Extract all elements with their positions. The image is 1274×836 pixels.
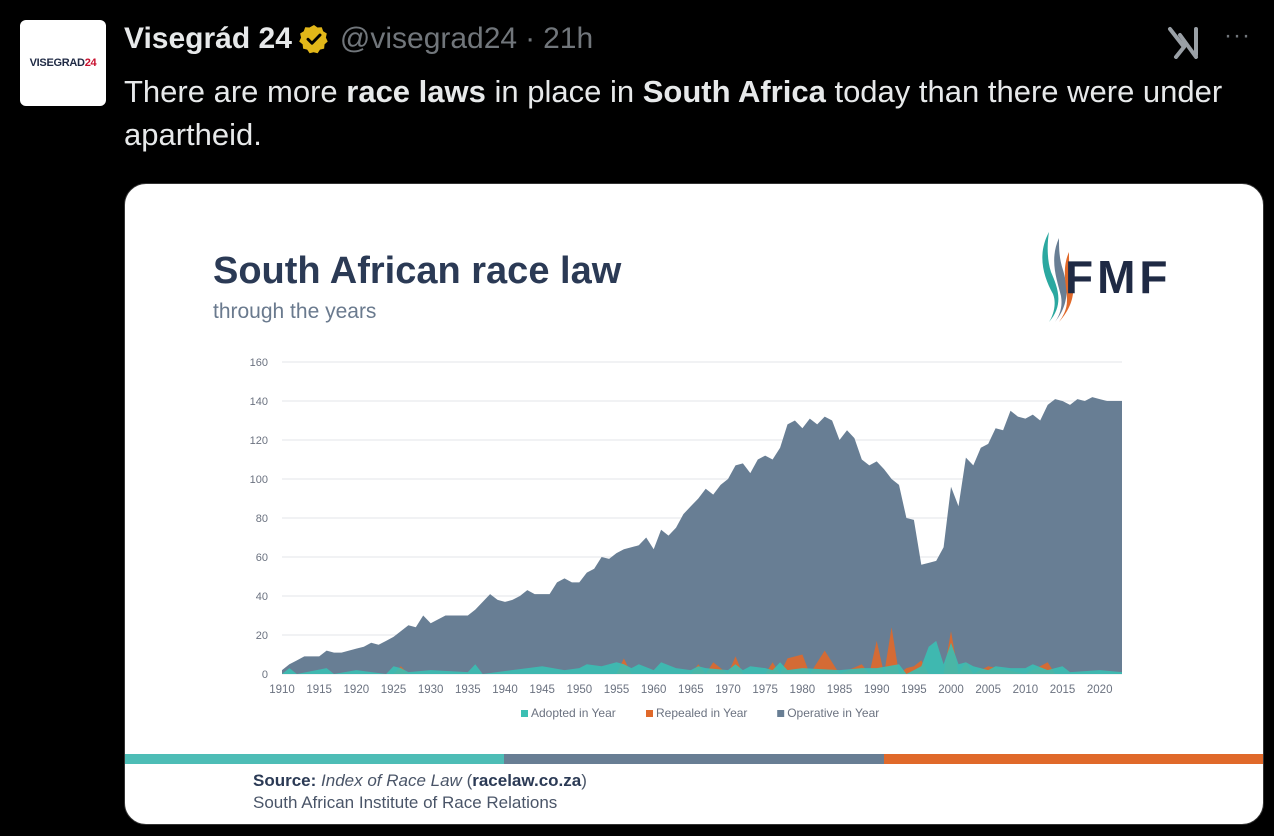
- tweet-header: Visegrád 24 @visegrad24 · 21h: [124, 22, 593, 56]
- y-tick-label: 160: [250, 357, 268, 369]
- x-tick-label: 1970: [715, 684, 741, 696]
- display-name[interactable]: Visegrád 24: [124, 22, 292, 55]
- x-tick-label: 2005: [975, 684, 1001, 696]
- chart-source: Source: Index of Race Law (racelaw.co.za…: [253, 771, 587, 812]
- x-tick-label: 1910: [269, 684, 295, 696]
- x-tick-label: 1945: [529, 684, 555, 696]
- user-handle[interactable]: @visegrad24: [339, 22, 518, 55]
- y-tick-label: 40: [256, 591, 268, 603]
- x-tick-label: 2010: [1013, 684, 1039, 696]
- fmf-logo-text: FMF: [1065, 251, 1172, 303]
- stripe-slate: [504, 754, 884, 764]
- x-tick-label: 1980: [790, 684, 816, 696]
- x-tick-label: 1930: [418, 684, 444, 696]
- source-institute: South African Institute of Race Relation…: [253, 793, 558, 812]
- x-tick-label: 1920: [344, 684, 370, 696]
- x-tick-label: 1950: [567, 684, 593, 696]
- series-area-adopted-in-year: [282, 640, 1122, 674]
- y-tick-label: 0: [262, 669, 268, 681]
- y-tick-label: 140: [250, 396, 268, 408]
- fmf-logo-flame-icon: [1042, 232, 1074, 322]
- decorative-stripes: [125, 754, 1263, 764]
- tweet-media-image[interactable]: South African race law through the years…: [124, 183, 1264, 825]
- legend-swatch: [777, 710, 785, 717]
- stripe-teal: [125, 754, 505, 764]
- y-axis-ticks: 0 20 40 60 80 100 120 140 160: [250, 357, 268, 681]
- y-tick-label: 100: [250, 474, 268, 486]
- chart-areas: [282, 397, 1122, 674]
- legend-label: Adopted in Year: [531, 706, 616, 720]
- x-tick-label: 1955: [604, 684, 630, 696]
- x-tick-label: 2015: [1050, 684, 1076, 696]
- chart-subtitle: through the years: [213, 300, 377, 323]
- tweet-text: There are more race laws in place in Sou…: [124, 74, 1223, 152]
- timestamp[interactable]: 21h: [543, 22, 594, 55]
- series-area-operative-in-year: [282, 397, 1122, 674]
- x-tick-label: 1985: [827, 684, 853, 696]
- x-tick-label: 2020: [1087, 684, 1113, 696]
- avatar-logo-text: VISEGRAD24: [29, 57, 97, 69]
- x-tick-label: 1995: [901, 684, 927, 696]
- x-axis-ticks: 1910 1915 1920 1925 1930 1935 1940 1945 1950 1955…: [269, 684, 1112, 696]
- legend-swatch: [646, 710, 653, 717]
- legend-swatch: [521, 710, 528, 717]
- y-tick-label: 60: [256, 552, 268, 564]
- verified-badge-icon[interactable]: [298, 23, 330, 55]
- x-tick-label: 1975: [752, 684, 778, 696]
- avatar[interactable]: VISEGRAD24: [20, 20, 106, 106]
- more-options-icon[interactable]: ···: [1224, 22, 1251, 49]
- y-tick-label: 80: [256, 513, 268, 525]
- x-tick-label: 1940: [492, 684, 518, 696]
- x-tick-label: 1965: [678, 684, 704, 696]
- chart-legend: Adopted in Year Repealed in Year Operative…: [521, 706, 879, 720]
- x-tick-label: 1960: [641, 684, 667, 696]
- y-tick-label: 20: [256, 630, 268, 642]
- x-tick-label: 2000: [938, 684, 964, 696]
- separator-dot: ·: [525, 22, 536, 55]
- stripe-orange: [883, 754, 1263, 764]
- y-tick-label: 120: [250, 435, 268, 447]
- x-tick-label: 1935: [455, 684, 481, 696]
- grok-icon[interactable]: [1166, 25, 1202, 59]
- chart-title: South African race law: [213, 250, 622, 292]
- x-tick-label: 1915: [306, 684, 332, 696]
- x-tick-label: 1925: [381, 684, 407, 696]
- legend-label: Repealed in Year: [656, 706, 747, 720]
- legend-label: Operative in Year: [787, 706, 879, 720]
- x-tick-label: 1990: [864, 684, 890, 696]
